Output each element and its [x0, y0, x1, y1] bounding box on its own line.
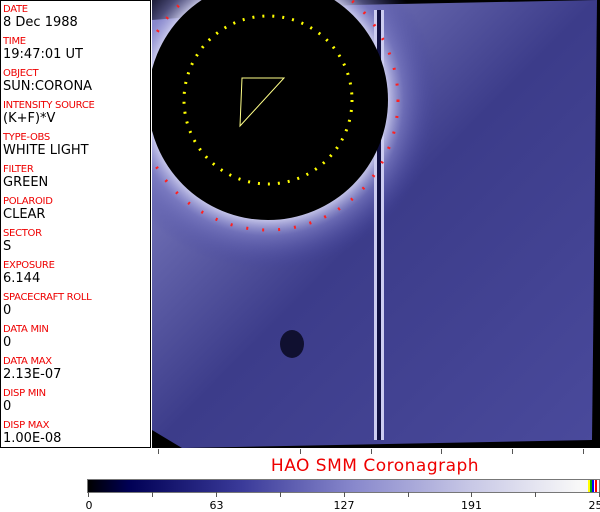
colorbar-indicator	[592, 480, 594, 492]
field-label: POLAROID	[3, 196, 53, 207]
field-date: DATE 8 Dec 1988	[3, 4, 78, 30]
field-label: OBJECT	[3, 68, 39, 79]
colorbar-indicator	[590, 480, 592, 492]
field-object: OBJECT SUN:CORONA	[3, 68, 92, 94]
colorbar-tick	[215, 492, 217, 497]
field-value: WHITE LIGHT	[3, 143, 89, 158]
field-value: 8 Dec 1988	[3, 15, 78, 30]
field-disp-min: DISP MIN 0	[3, 388, 46, 414]
field-polaroid: POLAROID CLEAR	[3, 196, 53, 222]
field-label: DATA MAX	[3, 356, 52, 367]
field-filter: FILTER GREEN	[3, 164, 48, 190]
colorbar-tick-label: 0	[85, 499, 93, 512]
field-label: TYPE-OBS	[3, 132, 50, 143]
header-info-panel: DATE 8 Dec 1988 TIME 19:47:01 UT OBJECT SUN:C…	[0, 0, 151, 448]
axis-tick	[371, 449, 372, 454]
field-disp-max: DISP MAX 1.00E-08	[3, 420, 61, 446]
occulting-disk	[148, 0, 388, 220]
occulter-edge-marker	[136, 0, 400, 232]
field-spacecraft-roll: SPACECRAFT ROLL 0	[3, 292, 92, 318]
field-label: DATA MIN	[3, 324, 49, 335]
dark-spot	[280, 330, 304, 358]
field-data-min: DATA MIN 0	[3, 324, 49, 350]
field-intensity-source: INTENSITY SOURCE (K+F)*V	[3, 100, 95, 126]
field-label: SECTOR	[3, 228, 42, 239]
field-label: DISP MAX	[3, 420, 50, 431]
colorbar-tick	[407, 492, 409, 497]
field-value: 19:47:01 UT	[3, 47, 83, 62]
field-sector: SECTOR S	[3, 228, 42, 254]
field-value: CLEAR	[3, 207, 46, 222]
field-value: 0	[3, 335, 12, 350]
field-value: SUN:CORONA	[3, 79, 93, 94]
north-pointer	[239, 77, 286, 128]
field-data-max: DATA MAX 2.13E-07	[3, 356, 61, 382]
field-value: S	[3, 239, 12, 254]
colorbar-tick	[279, 492, 281, 497]
axis-tick	[441, 449, 442, 454]
field-value: (K+F)*V	[3, 111, 56, 126]
field-value: 0	[3, 399, 12, 414]
sun-limb-marker	[182, 14, 354, 186]
field-time: TIME 19:47:01 UT	[3, 36, 83, 62]
colorbar-indicator	[588, 480, 590, 492]
field-value: GREEN	[3, 175, 49, 190]
field-label: SPACECRAFT ROLL	[3, 292, 92, 303]
image-title: HAO SMM Coronagraph	[270, 456, 480, 476]
field-label: FILTER	[3, 164, 34, 175]
colorbar-tick	[151, 492, 153, 497]
coronagraph-image-svg	[98, 0, 597, 448]
axis-tick	[583, 449, 584, 454]
colorbar-tick-label: 63	[209, 499, 224, 512]
colorbar-tick	[471, 492, 473, 497]
field-value: 6.144	[3, 271, 41, 286]
field-label: DATE	[3, 4, 28, 15]
axis-tick	[512, 449, 513, 454]
field-type-obs: TYPE-OBS WHITE LIGHT	[3, 132, 89, 158]
field-value: 1.00E-08	[3, 431, 62, 446]
field-label: TIME	[3, 36, 26, 47]
colorbar	[87, 479, 600, 493]
colorbar-tick	[88, 492, 89, 497]
colorbar-tick	[535, 492, 537, 497]
field-value: 2.13E-07	[3, 367, 62, 382]
axis-tick	[300, 449, 301, 454]
field-label: DISP MIN	[3, 388, 46, 399]
field-value: 0	[3, 303, 12, 318]
field-exposure: EXPOSURE 6.144	[3, 260, 55, 286]
colorbar-tick-label: 255	[588, 499, 600, 512]
pylon-shadow	[377, 10, 381, 440]
field-label: INTENSITY SOURCE	[3, 100, 95, 111]
coronagraph-image[interactable]	[98, 0, 600, 448]
colorbar-tick-label: 191	[461, 499, 482, 512]
colorbar-tick	[343, 492, 345, 497]
axis-tick	[158, 449, 159, 454]
field-label: EXPOSURE	[3, 260, 55, 271]
colorbar-tick-label: 127	[333, 499, 355, 512]
colorbar-indicator	[595, 480, 597, 492]
